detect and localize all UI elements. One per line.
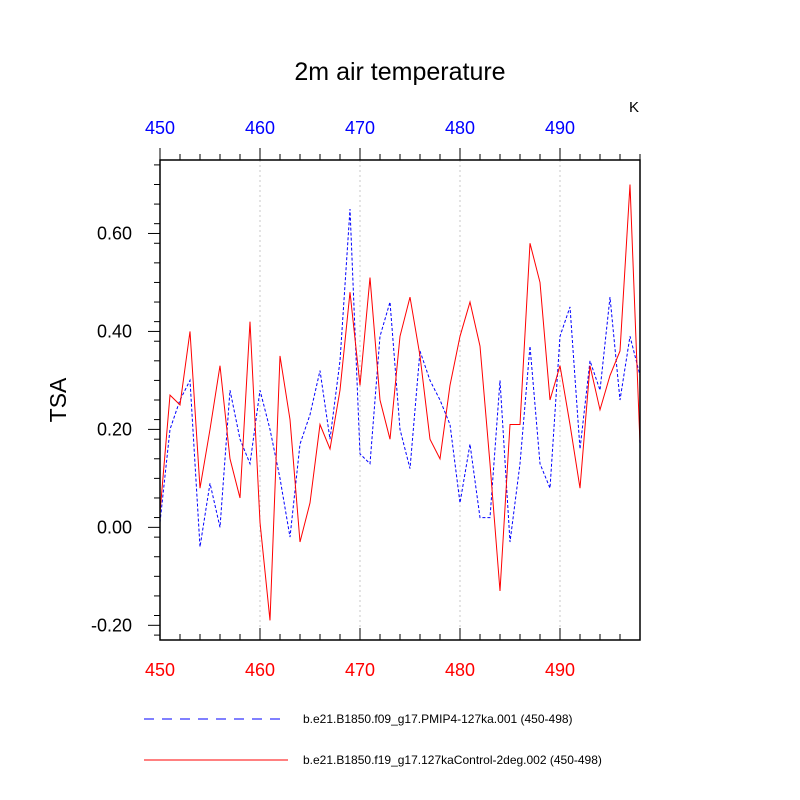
x-tick-label-bottom: 480 — [445, 660, 475, 680]
y-tick-label: 0.40 — [97, 321, 132, 341]
x-tick-label-top: 470 — [345, 118, 375, 138]
y-tick-label: 0.60 — [97, 223, 132, 243]
legend-label-pmip4: b.e21.B1850.f09_g17.PMIP4-127ka.001 (450… — [303, 712, 573, 726]
series-line-control — [159, 184, 641, 621]
y-tick-label: 0.20 — [97, 419, 132, 439]
series-line-pmip4 — [159, 208, 641, 547]
x-tick-label-top: 490 — [545, 118, 575, 138]
chart-title: 2m air temperature — [294, 58, 505, 86]
x-tick-label-top: 480 — [445, 118, 475, 138]
axis-ticks: 450 450 460 460 470 470 480 480 490 490 -0.20 0.00 0… — [91, 118, 641, 680]
x-tick-label-bottom: 490 — [545, 660, 575, 680]
legend-label-control: b.e21.B1850.f19_g17.127kaControl-2deg.00… — [303, 753, 602, 767]
units-label: K — [629, 99, 639, 116]
grid — [259, 160, 561, 640]
x-tick-label-bottom: 460 — [245, 660, 275, 680]
x-tick-label-top: 460 — [245, 118, 275, 138]
x-tick-label-bottom: 470 — [345, 660, 375, 680]
series-lines — [159, 184, 641, 621]
x-tick-label-bottom: 450 — [145, 660, 175, 680]
y-tick-label: 0.00 — [97, 517, 132, 537]
legend: b.e21.B1850.f09_g17.PMIP4-127ka.001 (450… — [144, 712, 602, 767]
x-tick-label-top: 450 — [145, 118, 175, 138]
y-axis-title: TSA — [45, 377, 71, 422]
y-tick-label: -0.20 — [91, 615, 132, 635]
plot-frame — [159, 159, 641, 641]
